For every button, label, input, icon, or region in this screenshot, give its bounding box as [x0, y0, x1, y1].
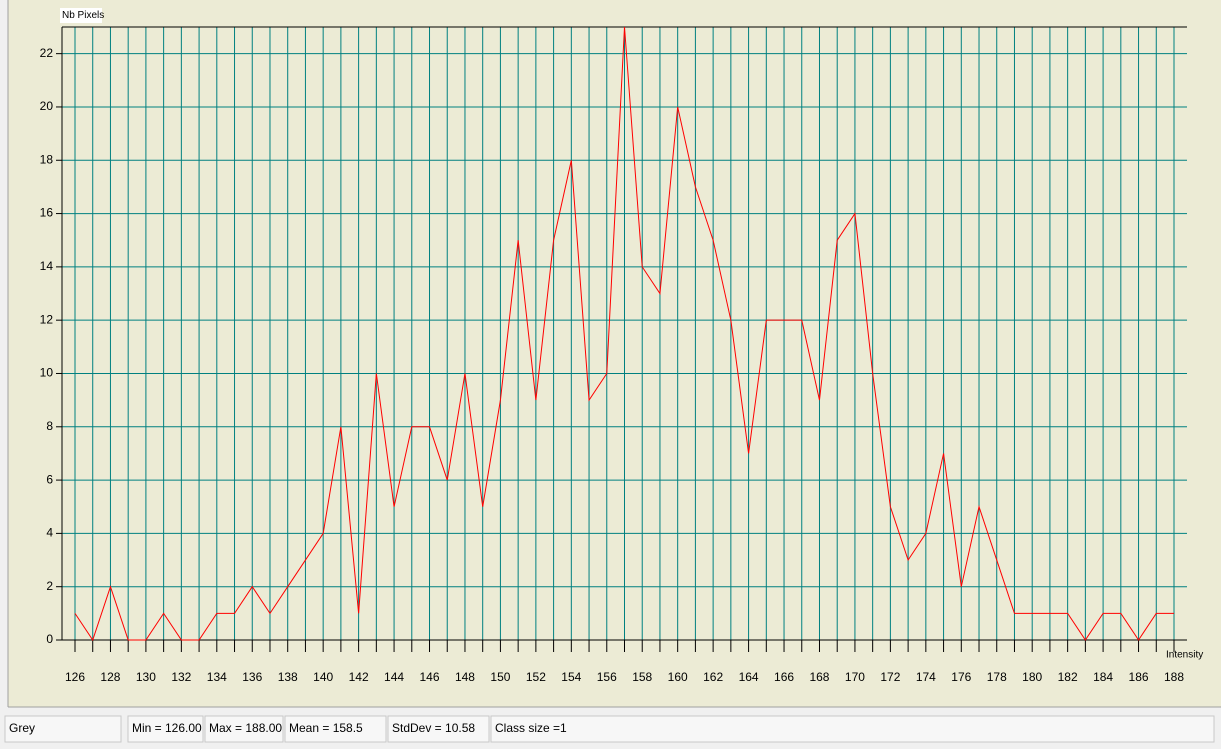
status-text: Mean = 158.5: [289, 721, 363, 735]
x-tick-label: 146: [420, 670, 440, 684]
y-tick-label: 8: [46, 419, 53, 433]
y-tick-label: 4: [46, 526, 53, 540]
status-text: Grey: [9, 721, 35, 735]
x-tick-label: 166: [774, 670, 794, 684]
status-cell: [4, 715, 122, 743]
status-cell: [284, 715, 387, 743]
x-tick-label: 152: [526, 670, 546, 684]
status-text: Min = 126.00: [132, 721, 202, 735]
y-tick-label: 10: [40, 366, 54, 380]
y-tick-label: 18: [40, 152, 54, 166]
x-tick-label: 140: [313, 670, 333, 684]
status-cell: [387, 715, 490, 743]
status-text: Class size =1: [495, 721, 567, 735]
x-tick-label: 178: [987, 670, 1007, 684]
x-tick-label: 136: [242, 670, 262, 684]
x-tick-label: 168: [809, 670, 829, 684]
y-tick-label: 20: [40, 99, 54, 113]
x-tick-label: 174: [916, 670, 936, 684]
y-tick-label: 0: [46, 632, 53, 646]
x-tick-label: 170: [845, 670, 865, 684]
x-tick-label: 188: [1164, 670, 1184, 684]
x-tick-label: 186: [1129, 670, 1149, 684]
x-tick-label: 148: [455, 670, 475, 684]
status-cell: [490, 715, 1215, 743]
x-tick-label: 150: [490, 670, 510, 684]
y-tick-label: 12: [40, 312, 54, 326]
x-tick-label: 182: [1058, 670, 1078, 684]
x-tick-label: 138: [278, 670, 298, 684]
y-tick-label: 2: [46, 579, 53, 593]
x-tick-label: 162: [703, 670, 723, 684]
x-tick-label: 134: [207, 670, 227, 684]
x-tick-label: 156: [597, 670, 617, 684]
x-tick-label: 126: [65, 670, 85, 684]
status-text: StdDev = 10.58: [392, 721, 475, 735]
x-tick-label: 130: [136, 670, 156, 684]
y-tick-label: 6: [46, 472, 53, 486]
status-text: Max = 188.00: [209, 721, 282, 735]
status-cell: [204, 715, 284, 743]
x-tick-label: 144: [384, 670, 404, 684]
x-tick-label: 142: [349, 670, 369, 684]
x-tick-label: 160: [668, 670, 688, 684]
y-label-box: [60, 8, 102, 23]
x-tick-label: 184: [1093, 670, 1113, 684]
x-tick-label: 154: [561, 670, 581, 684]
plot-panel: [8, 0, 1221, 707]
status-cell: [127, 715, 204, 743]
x-tick-label: 128: [100, 670, 120, 684]
x-tick-label: 180: [1022, 670, 1042, 684]
y-tick-label: 14: [40, 259, 54, 273]
x-tick-label: 132: [171, 670, 191, 684]
y-axis-label: Nb Pixels: [62, 10, 104, 21]
x-tick-label: 172: [880, 670, 900, 684]
x-tick-label: 176: [951, 670, 971, 684]
x-tick-label: 164: [739, 670, 759, 684]
x-tick-label: 158: [632, 670, 652, 684]
x-axis-label: Intensity: [1166, 650, 1203, 661]
data-line: [74, 26, 1174, 642]
y-tick-label: 16: [40, 206, 54, 220]
y-tick-label: 22: [40, 46, 54, 60]
